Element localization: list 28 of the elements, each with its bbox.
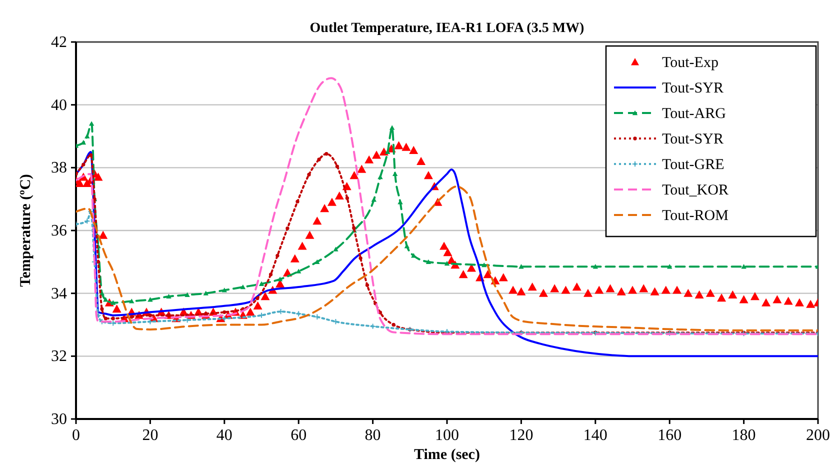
y-tick-label: 40: [51, 96, 67, 114]
chart-title: Outlet Temperature, IEA-R1 LOFA (3.5 MW): [310, 21, 585, 36]
x-tick-label: 100: [435, 427, 459, 444]
y-tick-label: 30: [51, 411, 67, 428]
y-tick-label: 38: [51, 160, 67, 177]
legend-label: Tout-SYR: [662, 132, 724, 148]
y-axis-title: Temperature (ºC): [18, 174, 34, 287]
x-tick-label: 40: [216, 427, 232, 444]
x-tick-label: 180: [732, 427, 756, 444]
x-tick-label: 0: [72, 427, 80, 444]
x-tick-label: 80: [364, 427, 381, 444]
legend-label: Tout-SYR: [662, 80, 724, 96]
x-tick-label: 20: [142, 427, 158, 444]
y-tick-label: 36: [51, 222, 67, 240]
x-tick-label: 120: [509, 427, 534, 444]
x-axis-title: Time (sec): [414, 447, 480, 463]
y-tick-label: 34: [51, 285, 67, 302]
y-tick-label: 32: [51, 348, 67, 366]
legend-label: Tout-ARG: [662, 106, 726, 122]
y-tick-label: 42: [51, 34, 67, 51]
x-tick-label: 140: [583, 427, 608, 444]
legend-label: Tout-ROM: [662, 208, 728, 224]
x-tick-label: 60: [290, 427, 307, 444]
legend-label: Tout_KOR: [662, 182, 728, 198]
legend-label: Tout-GRE: [662, 157, 724, 173]
x-tick-label: 160: [658, 427, 682, 444]
x-tick-label: 200: [806, 427, 830, 444]
legend-label: Tout-Exp: [662, 55, 718, 71]
